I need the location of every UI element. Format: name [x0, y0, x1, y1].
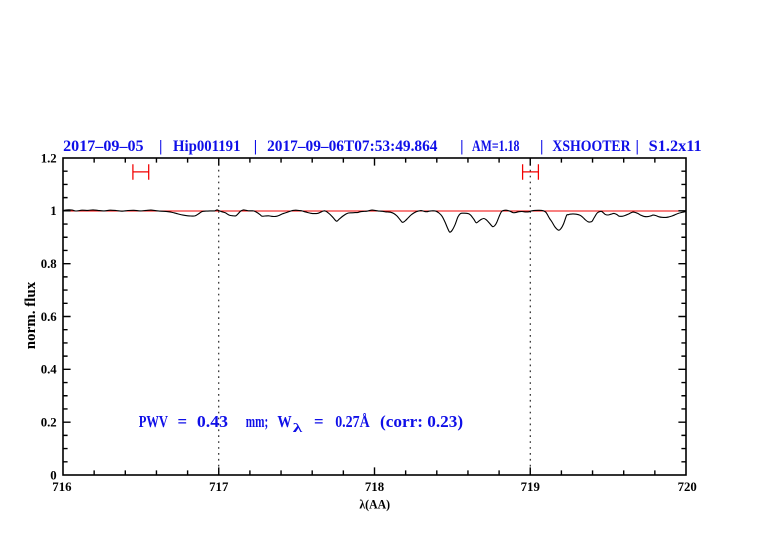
svg-text:0.8: 0.8 — [41, 257, 57, 271]
svg-text:720: 720 — [678, 480, 697, 494]
svg-text:1: 1 — [50, 204, 56, 218]
svg-text:S1.2x11: S1.2x11 — [649, 138, 702, 155]
svg-text:0.27Å: 0.27Å — [335, 412, 370, 431]
svg-text:(corr: 0.23): (corr: 0.23) — [380, 412, 463, 431]
svg-text:=: = — [314, 412, 324, 431]
svg-text:|: | — [460, 138, 463, 155]
svg-text:XSHOOTER: XSHOOTER — [552, 138, 631, 155]
svg-text:717: 717 — [209, 480, 229, 494]
svg-text:|: | — [159, 138, 162, 155]
svg-text:|: | — [254, 138, 257, 155]
svg-text:0.43: 0.43 — [197, 412, 228, 431]
svg-text:mm;: mm; — [246, 412, 268, 431]
svg-text:|: | — [635, 138, 638, 155]
svg-text:2017–09–06T07:53:49.864: 2017–09–06T07:53:49.864 — [267, 138, 438, 155]
svg-text:716: 716 — [52, 480, 72, 494]
svg-text:W: W — [277, 412, 291, 431]
svg-text:718: 718 — [365, 480, 384, 494]
svg-text:0.4: 0.4 — [41, 363, 58, 377]
svg-text:λ(AA): λ(AA) — [359, 498, 390, 512]
svg-text:2017–09–05: 2017–09–05 — [63, 138, 144, 155]
svg-text:1.2: 1.2 — [41, 151, 57, 165]
svg-text:719: 719 — [521, 480, 540, 494]
svg-text:0.6: 0.6 — [41, 310, 58, 324]
svg-text:norm. flux: norm. flux — [23, 281, 39, 349]
svg-text:|: | — [540, 138, 543, 155]
svg-text:AM=1.18: AM=1.18 — [472, 138, 520, 155]
svg-text:=: = — [178, 412, 188, 431]
svg-text:0.2: 0.2 — [41, 416, 57, 430]
svg-text:0: 0 — [50, 468, 56, 482]
svg-text:PWV: PWV — [139, 412, 168, 431]
svg-text:λ: λ — [293, 420, 303, 435]
svg-text:Hip001191: Hip001191 — [173, 138, 241, 155]
